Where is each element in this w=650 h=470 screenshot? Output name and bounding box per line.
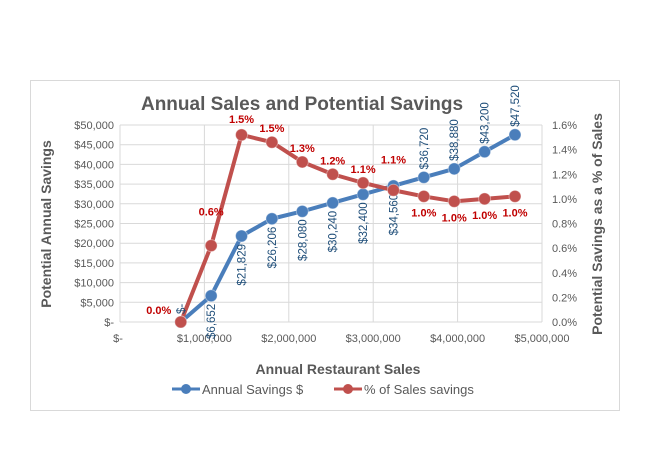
- data-label: $-: [176, 304, 188, 314]
- x-tick-label: $2,000,000: [261, 333, 316, 345]
- y2-tick-label: 1.6%: [552, 120, 577, 132]
- data-label: 1.0%: [472, 210, 497, 222]
- data-label: $28,080: [297, 219, 309, 261]
- series: $- $6,652 $21,829 $26,206 $28,080 $30,240 $32,…: [146, 85, 528, 339]
- y2-axis-title: Potential Savings as a % of Sales: [589, 113, 605, 335]
- data-point: [447, 162, 461, 176]
- data-label: 1.1%: [351, 164, 376, 176]
- data-point: [508, 189, 522, 203]
- data-label: 0.6%: [199, 207, 224, 219]
- y2-tick-label: 0.6%: [552, 243, 577, 255]
- data-point: [447, 194, 461, 208]
- data-label: 0.0%: [146, 305, 171, 317]
- data-label: $47,520: [510, 85, 522, 127]
- y2-tick-label: 0.2%: [552, 292, 577, 304]
- y-tick-label: $40,000: [74, 159, 114, 171]
- data-label: 1.0%: [411, 207, 436, 219]
- data-label: $34,560: [388, 194, 400, 236]
- data-point: [265, 212, 279, 226]
- data-point: [235, 128, 249, 142]
- data-point: [356, 187, 370, 201]
- data-label: 1.3%: [290, 143, 315, 155]
- y2-tick-label: 0.8%: [552, 219, 577, 231]
- data-label: $6,652: [206, 304, 218, 339]
- x-tick-label: $-: [113, 333, 123, 345]
- data-point: [417, 170, 431, 184]
- y-tick-label: $15,000: [74, 258, 114, 270]
- y-tick-label: $5,000: [80, 297, 114, 309]
- data-label: 1.1%: [381, 154, 406, 166]
- y2-tick-label: 1.0%: [552, 194, 577, 206]
- legend-label-percent: % of Sales savings: [364, 382, 474, 397]
- x-tick-label: $3,000,000: [346, 333, 401, 345]
- data-label: $38,880: [449, 119, 461, 161]
- y-tick-label: $20,000: [74, 238, 114, 250]
- data-label: $30,240: [328, 211, 340, 253]
- y2-tick-label: 1.2%: [552, 169, 577, 181]
- y2-tick-label: 0.4%: [552, 268, 577, 280]
- y-tick-label: $45,000: [74, 140, 114, 152]
- data-point: [204, 289, 218, 303]
- legend-marker-percent: [343, 384, 353, 394]
- data-label: $21,829: [237, 244, 249, 286]
- x-axis-title: Annual Restaurant Sales: [256, 361, 421, 377]
- data-point: [356, 176, 370, 190]
- data-point: [265, 135, 279, 149]
- y-tick-label: $-: [104, 317, 114, 329]
- data-point: [235, 229, 249, 243]
- data-point: [295, 204, 309, 218]
- data-point: [386, 183, 400, 197]
- data-label: 1.0%: [442, 212, 467, 224]
- data-point: [295, 155, 309, 169]
- y-tick-label: $35,000: [74, 179, 114, 191]
- y2-tick-label: 1.4%: [552, 145, 577, 157]
- chart-border: [30, 80, 620, 411]
- data-point: [478, 145, 492, 159]
- y-tick-label: $10,000: [74, 278, 114, 290]
- data-label: 1.5%: [229, 114, 254, 126]
- data-point: [417, 189, 431, 203]
- data-label: $36,720: [419, 128, 431, 170]
- data-label: 1.2%: [320, 155, 345, 167]
- tick-labels: $- $5,000 $10,000 $15,000 $20,000 $25,000 $30,…: [74, 120, 577, 345]
- legend: Annual Savings $ % of Sales savings: [172, 382, 474, 397]
- data-label: 1.5%: [259, 123, 284, 135]
- x-tick-label: $5,000,000: [514, 333, 569, 345]
- data-point: [326, 167, 340, 181]
- y2-tick-label: 0.0%: [552, 317, 577, 329]
- data-label: $26,206: [267, 227, 279, 269]
- y-tick-label: $50,000: [74, 120, 114, 132]
- data-label: $43,200: [480, 102, 492, 144]
- data-point: [204, 239, 218, 253]
- y-axis-title: Potential Annual Savings: [38, 140, 54, 308]
- legend-marker-savings: [181, 384, 191, 394]
- data-point: [174, 315, 188, 329]
- x-tick-label: $1,000,000: [177, 333, 232, 345]
- y-tick-label: $25,000: [74, 219, 114, 231]
- y-tick-label: $30,000: [74, 199, 114, 211]
- data-point: [478, 192, 492, 206]
- data-point: [508, 128, 522, 142]
- data-point: [326, 196, 340, 210]
- data-label: 1.0%: [502, 207, 527, 219]
- chart-title: Annual Sales and Potential Savings: [141, 94, 463, 115]
- x-tick-label: $4,000,000: [430, 333, 485, 345]
- data-label: $32,400: [358, 202, 370, 244]
- legend-label-savings: Annual Savings $: [202, 382, 304, 397]
